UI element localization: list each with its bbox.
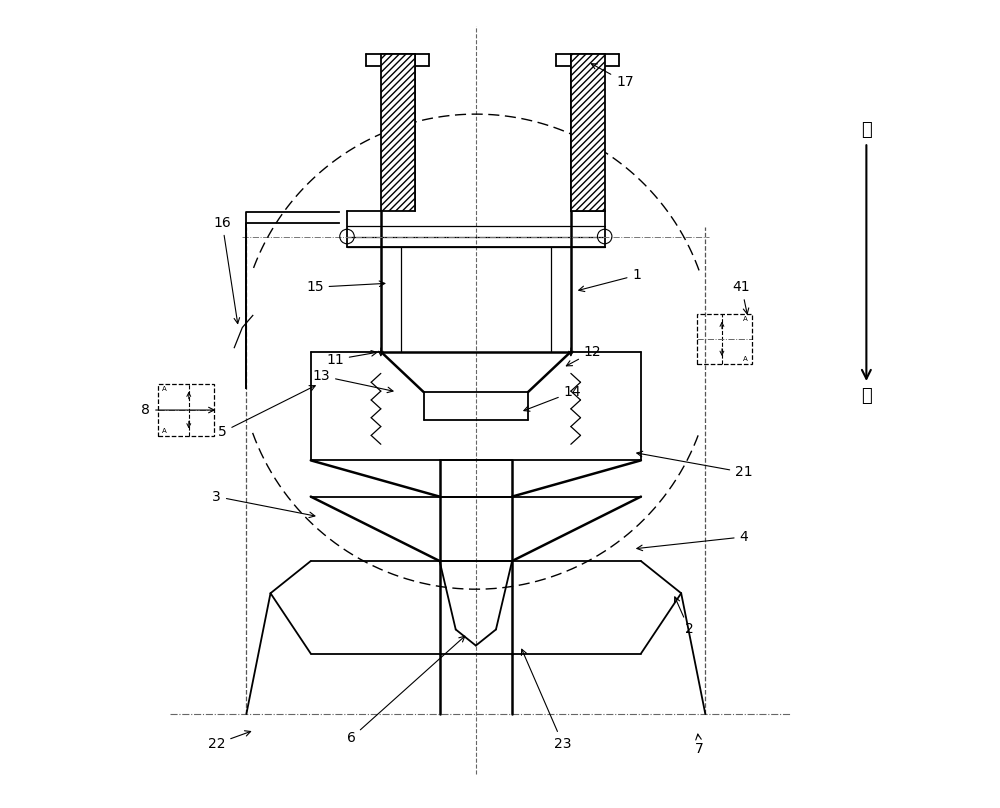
Text: 6: 6: [347, 636, 465, 745]
Text: 上: 上: [861, 121, 872, 139]
Text: 14: 14: [524, 385, 581, 411]
Text: 41: 41: [733, 280, 750, 314]
Text: 11: 11: [326, 351, 377, 367]
Text: A: A: [162, 428, 167, 435]
Text: 7: 7: [695, 734, 704, 755]
Text: 3: 3: [212, 490, 315, 518]
Text: 22: 22: [208, 730, 251, 751]
Text: 5: 5: [218, 385, 315, 440]
Text: 15: 15: [306, 280, 385, 294]
Text: A: A: [743, 356, 748, 362]
Text: 23: 23: [521, 650, 572, 751]
Text: 2: 2: [674, 597, 694, 637]
Bar: [381, 53, 415, 211]
Text: A: A: [162, 385, 167, 392]
Text: 下: 下: [861, 387, 872, 405]
Bar: [158, 384, 214, 436]
Text: 13: 13: [312, 368, 393, 393]
Text: 8: 8: [141, 403, 214, 417]
Text: 4: 4: [637, 530, 748, 551]
Text: 1: 1: [579, 268, 641, 292]
Text: 12: 12: [566, 345, 601, 366]
Text: 21: 21: [637, 452, 753, 479]
Text: A: A: [743, 316, 748, 322]
Text: 17: 17: [591, 64, 634, 89]
Bar: [571, 53, 605, 211]
Bar: [697, 314, 752, 364]
Text: 16: 16: [213, 216, 240, 323]
